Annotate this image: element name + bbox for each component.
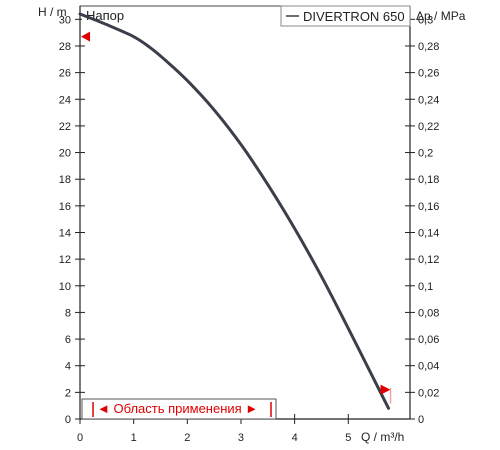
y2-tick-label: 0,3 <box>418 14 433 26</box>
application-range-label: ◄ Область применения ► <box>97 401 258 416</box>
y-tick-label: 20 <box>59 148 71 160</box>
y2-tick-label: 0,26 <box>418 68 439 80</box>
series-line-divertron-650 <box>78 12 391 410</box>
x-tick-label: 4 <box>292 432 298 444</box>
y-tick-label: 28 <box>59 41 71 53</box>
y-tick-label: 14 <box>59 227 71 239</box>
x-tick-label: 2 <box>184 432 190 444</box>
x-tick-label: 5 <box>345 432 351 444</box>
range-marker-end <box>380 384 391 395</box>
y2-tick-label: 0,24 <box>418 94 439 106</box>
series-point <box>374 380 376 382</box>
y2-tick-label: 0,06 <box>418 334 439 346</box>
y-tick-label: 10 <box>59 281 71 293</box>
y2-tick-label: 0,1 <box>418 281 433 293</box>
y2-tick-label: 0 <box>418 414 424 426</box>
series-points <box>79 13 390 410</box>
series-point <box>79 13 81 15</box>
range-marker-start <box>81 31 90 42</box>
series-point <box>320 275 322 277</box>
application-range-box <box>81 398 277 420</box>
series-point <box>149 46 151 48</box>
series-point <box>213 109 215 111</box>
y-tick-label: 18 <box>59 174 71 186</box>
y-tick-label: 2 <box>65 387 71 399</box>
y-tick-label: 24 <box>59 94 71 106</box>
x-axis-title: Q / m³/h <box>361 430 404 444</box>
y2-tick-label: 0,28 <box>418 41 439 53</box>
y-tick-label: 8 <box>65 307 71 319</box>
y2-tick-label: 0,08 <box>418 307 439 319</box>
series-point <box>387 407 389 409</box>
series-point <box>347 327 349 329</box>
y2-tick-label: 0,12 <box>418 254 439 266</box>
plot-frame <box>79 5 411 420</box>
y-tick-label: 26 <box>59 68 71 80</box>
series-point <box>165 59 167 61</box>
series-point <box>293 227 295 229</box>
series-point <box>132 35 134 37</box>
y2-tick-label: 0,14 <box>418 227 439 239</box>
y2-ticks: 0 0,02 0,04 0,06 0,08 0,1 0,12 0,14 0,16 0,18 0,2 0… <box>405 14 439 426</box>
y2-tick-label: 0,2 <box>418 148 433 160</box>
x-tick-label: 1 <box>131 432 137 444</box>
y-tick-label: 30 <box>59 14 71 26</box>
y2-tick-label: 0,22 <box>418 121 439 133</box>
y-tick-label: 6 <box>65 334 71 346</box>
y-tick-label: 4 <box>65 361 71 373</box>
x-tick-label: 3 <box>238 432 244 444</box>
legend-box <box>280 5 411 27</box>
legend-label: DIVERTRON 650 <box>303 9 405 24</box>
series-point <box>186 79 188 81</box>
y-tick-label: 12 <box>59 254 71 266</box>
y2-axis-title: Δp / MPa <box>416 9 466 23</box>
y-axis-title: H / m <box>38 5 67 19</box>
y2-tick-label: 0,04 <box>418 361 439 373</box>
chart-title: Напор <box>86 8 124 23</box>
x-tick-label: 0 <box>77 432 83 444</box>
y2-tick-label: 0,18 <box>418 174 439 186</box>
y-tick-label: 0 <box>65 414 71 426</box>
series-point <box>267 183 269 185</box>
y-tick-label: 22 <box>59 121 71 133</box>
y2-tick-label: 0,16 <box>418 201 439 213</box>
y-tick-label: 16 <box>59 201 71 213</box>
y2-tick-label: 0,02 <box>418 387 439 399</box>
series-point <box>106 23 108 25</box>
series-point <box>240 143 242 145</box>
